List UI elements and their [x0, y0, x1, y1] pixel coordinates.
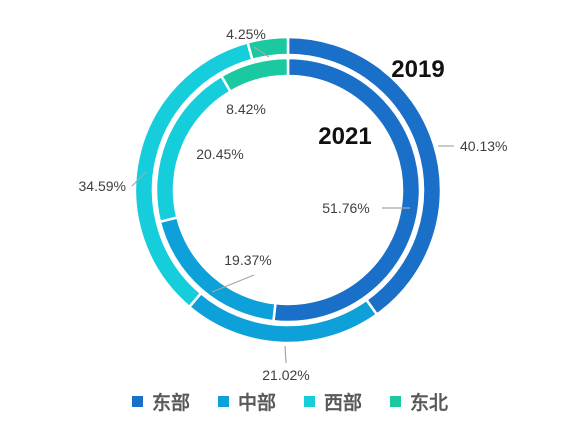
legend-label-west: 西部 [324, 392, 363, 414]
inner-data-label-northeast: 8.42% [226, 101, 266, 117]
outer-data-label-east: 40.13% [460, 138, 507, 154]
legend-swatch-west [304, 396, 315, 407]
outer-leader-line-west [131, 171, 147, 187]
outer-ring-series-label: 2019 [391, 56, 444, 83]
legend-swatch-east [131, 396, 143, 407]
legend: 东部 中部 西部 东北 [0, 388, 580, 415]
inner-leader-line-central [211, 274, 255, 293]
outer-data-label-central: 21.02% [262, 367, 309, 383]
legend-swatch-northeast [390, 396, 402, 407]
legend-label-east: 东部 [151, 392, 190, 414]
outer-data-label-northeast: 4.25% [226, 26, 266, 42]
outer-leader-line-central [284, 345, 287, 364]
inner-data-label-central: 19.37% [224, 252, 271, 268]
inner-ring-slice-northeast[interactable] [219, 56, 290, 94]
outer-data-label-west: 34.59% [79, 178, 126, 194]
inner-ring-series-label: 2021 [318, 123, 371, 150]
inner-data-label-east: 51.76% [322, 200, 369, 216]
legend-item-central[interactable]: 中部 [217, 388, 276, 415]
inner-data-label-west: 20.45% [196, 146, 243, 162]
legend-swatch-central [217, 396, 229, 407]
legend-item-west[interactable]: 西部 [304, 388, 362, 415]
legend-item-northeast[interactable]: 东北 [390, 388, 448, 415]
data-labels-group: 40.13% 21.02% 34.59% 4.25% 51.76% 19.37% 20.45… [79, 26, 508, 383]
legend-label-northeast: 东北 [410, 392, 449, 414]
leader-lines-group [131, 46, 454, 364]
legend-item-east[interactable]: 东部 [131, 388, 190, 415]
legend-label-central: 中部 [237, 392, 276, 414]
outer-ring-slice-northeast[interactable] [246, 35, 290, 62]
rings-group [133, 35, 443, 345]
outer-leader-line-northeast [253, 46, 270, 58]
